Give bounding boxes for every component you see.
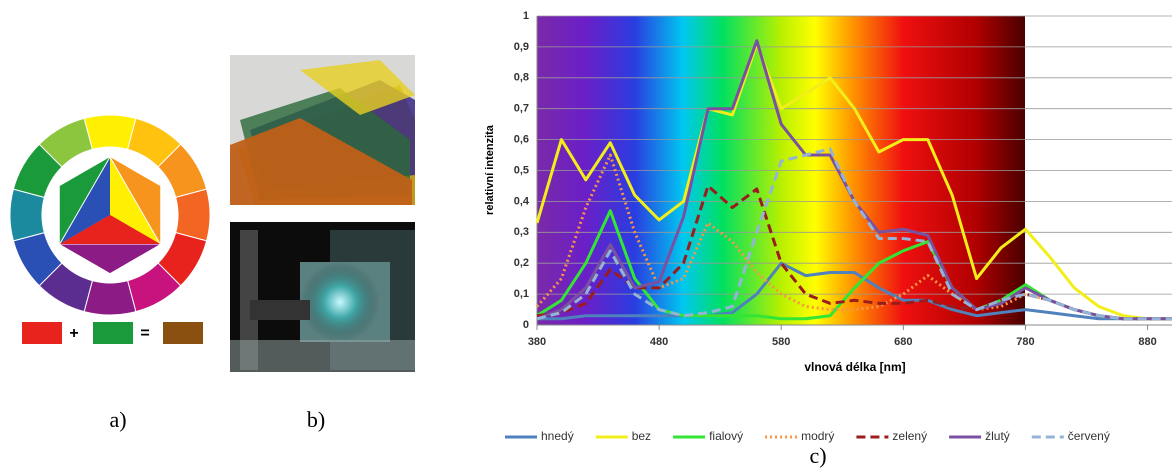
x-tick-label: 480 [650, 336, 668, 348]
y-tick-label: 0,8 [514, 72, 529, 84]
photo-setup [230, 222, 415, 372]
equals-sign: = [140, 325, 149, 342]
y-tick-label: 0,4 [514, 195, 530, 207]
x-tick-label: 880 [1138, 336, 1156, 348]
panel-label: a) [109, 407, 126, 432]
panel-label: c) [809, 443, 826, 468]
y-tick-label: 0,6 [514, 134, 529, 146]
photo-filters [230, 55, 415, 205]
y-tick-label: 1 [523, 10, 529, 22]
legend-label: fialový [709, 429, 743, 443]
figure: + = a) b) relativní intenzita vlnová dél… [0, 0, 1174, 473]
x-tick-label: 680 [894, 336, 912, 348]
y-tick-label: 0,7 [514, 103, 529, 115]
swatch-red [22, 322, 62, 344]
y-tick-label: 0,2 [514, 257, 529, 269]
hexagon-part [60, 244, 160, 273]
swatch-green [93, 322, 133, 344]
legend-label: zelený [892, 429, 927, 443]
swatch-brown [163, 322, 203, 344]
x-axis-title: vlnová délka [nm] [804, 360, 905, 374]
plus-sign: + [69, 325, 78, 342]
x-tick-label: 380 [528, 336, 546, 348]
legend-label: červený [1068, 429, 1110, 443]
y-tick-label: 0,3 [514, 226, 529, 238]
wheel-segment [10, 189, 44, 241]
y-tick-label: 0,5 [514, 164, 529, 176]
wheel-segment [84, 115, 136, 149]
y-tick-label: 0,1 [514, 288, 529, 300]
y-axis-title: relativní intenzita [484, 124, 496, 215]
panel-label: b) [307, 407, 325, 432]
x-tick-label: 580 [772, 336, 790, 348]
legend: hnedý bez fialový modrý zelený žlutý červený [505, 429, 1110, 443]
legend-label: hnedý [541, 429, 574, 443]
legend-label: modrý [801, 429, 834, 443]
x-tick-label: 780 [1016, 336, 1034, 348]
legend-label: žlutý [985, 429, 1010, 443]
wheel-segment [176, 189, 210, 241]
y-tick-label: 0,9 [514, 41, 529, 53]
wheel-segment [84, 281, 136, 315]
legend-label: bez [632, 429, 651, 443]
y-tick-label: 0 [523, 319, 529, 331]
color-wheel [10, 115, 210, 315]
